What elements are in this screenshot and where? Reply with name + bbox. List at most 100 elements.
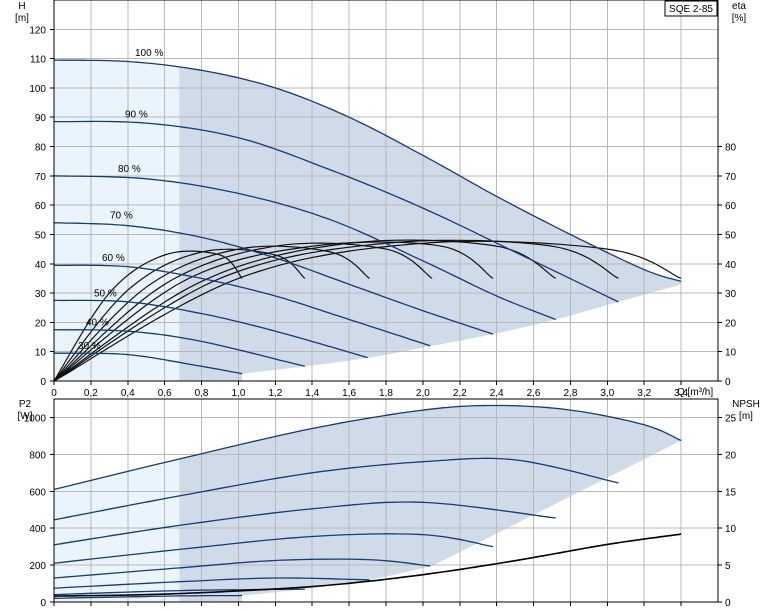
x-tick-label: 0,6 <box>158 388 172 399</box>
eta-tick-label: 70 <box>725 172 737 183</box>
bottom-right-axis-unit: [m] <box>739 411 753 422</box>
model-label-box <box>664 0 718 17</box>
eta-tick-label: 50 <box>725 230 737 241</box>
npsh-tick-label: 0 <box>725 598 731 609</box>
x-tick-label: 0,2 <box>84 388 98 399</box>
y-tick-label: 100 <box>29 84 46 95</box>
speed-curve-label: 80 % <box>118 164 141 175</box>
efficiency-curve <box>53 241 494 382</box>
speed-curve-50-percent <box>53 577 370 589</box>
y-tick-label: 10 <box>35 348 47 359</box>
efficiency-curve <box>53 240 682 382</box>
speed-curve-70-percent <box>53 533 494 564</box>
x-tick-label: 0,4 <box>121 388 135 399</box>
y-tick-label: 50 <box>35 230 47 241</box>
head-efficiency-panel: 100 % 90 % 80 % 70 % 60 % 50 % 40 % 30 % 0 0,2 0,… <box>15 0 746 399</box>
eta-tick-label: 80 <box>725 143 737 154</box>
operating-range-band <box>179 66 682 382</box>
efficiency-curve <box>53 245 370 382</box>
x-tick-label: 3,2 <box>637 388 651 399</box>
speed-curve-label: 40 % <box>86 318 109 329</box>
p2-tick-label: 600 <box>29 487 46 498</box>
x-tick-label: 1,2 <box>268 388 282 399</box>
p2-tick-label: 200 <box>29 561 46 572</box>
eta-tick-label: 10 <box>725 348 737 359</box>
y-tick-label: 40 <box>35 260 47 271</box>
speed-curve-label: 50 % <box>94 288 117 299</box>
speed-curve-label: 30 % <box>78 341 101 352</box>
y-tick-label: 90 <box>35 113 47 124</box>
x-tick-label: 3,4 <box>674 388 688 399</box>
eta-tick-label: 0 <box>725 377 731 388</box>
speed-curve-50-percent <box>54 299 368 359</box>
speed-curve-label: 100 % <box>135 48 163 59</box>
top-right-axis-unit: [%] <box>732 13 747 24</box>
model-label: SQE 2-85 <box>669 4 713 15</box>
eta-tick-label: 60 <box>725 201 737 212</box>
speed-curve-label: 70 % <box>110 211 133 222</box>
npsh-tick-label: 5 <box>725 561 731 572</box>
x-tick-label: 3,0 <box>600 388 614 399</box>
bottom-plot-frame <box>53 398 719 603</box>
x-tick-label: 2,6 <box>527 388 541 399</box>
npsh-tick-label: 20 <box>725 450 737 461</box>
speed-curve-30-percent <box>53 352 243 375</box>
speed-curve-60-percent <box>53 264 431 347</box>
x-axis-label: Q [m³/h] <box>677 387 713 398</box>
y-tick-label: 30 <box>35 289 47 300</box>
speed-curve-30-percent <box>53 594 243 599</box>
npsh-tick-label: 10 <box>725 524 737 535</box>
y-tick-label: 0 <box>40 377 46 388</box>
eta-tick-label: 30 <box>725 289 737 300</box>
top-left-axis-title: H <box>18 1 25 12</box>
y-tick-label: 80 <box>35 143 47 154</box>
operating-range-band <box>179 405 682 602</box>
speed-curve-70-percent <box>53 222 494 335</box>
speed-curve-80-percent <box>53 175 556 321</box>
x-tick-label: 0,8 <box>195 388 209 399</box>
y-tick-label: 70 <box>35 172 47 183</box>
x-tick-label: 1,8 <box>379 388 393 399</box>
low-flow-region <box>54 459 180 602</box>
y-tick-label: 110 <box>30 55 46 66</box>
x-tick-label: 1,6 <box>342 388 356 399</box>
speed-curve-100-percent <box>54 59 682 282</box>
bottom-left-axis-unit: [W] <box>18 411 33 422</box>
x-tick-label: 1,4 <box>305 388 319 399</box>
speed-curve-label: 60 % <box>102 253 125 264</box>
x-tick-label: 2,4 <box>490 388 504 399</box>
bottom-left-axis-title: P2 <box>19 399 32 410</box>
p2-tick-label: 400 <box>29 524 46 535</box>
npsh-tick-label: 15 <box>725 487 737 498</box>
speed-curve-label: 90 % <box>125 110 148 121</box>
x-tick-label: 2,0 <box>416 388 430 399</box>
efficiency-curve <box>53 239 557 382</box>
speed-curve-100-percent <box>53 404 682 491</box>
eta-tick-label: 40 <box>725 260 737 271</box>
speed-curve-60-percent <box>53 558 431 579</box>
bottom-right-axis-title: NPSH <box>732 399 760 410</box>
npsh-tick-label: 25 <box>725 413 737 424</box>
y-tick-label: 20 <box>35 318 47 329</box>
x-tick-label: 1,0 <box>231 388 245 399</box>
x-tick-label: 2,2 <box>453 388 467 399</box>
eta-tick-label: 20 <box>725 318 737 329</box>
speed-curve-40-percent <box>53 329 305 367</box>
y-tick-label: 60 <box>35 201 47 212</box>
speed-curve-80-percent <box>53 501 556 546</box>
p2-tick-label: 800 <box>29 450 46 461</box>
p2-tick-label: 1000 <box>24 413 47 424</box>
efficiency-curve <box>53 242 433 382</box>
p2-tick-label: 0 <box>40 598 46 609</box>
x-tick-label: 0 <box>51 388 57 399</box>
npsh-curve <box>53 533 682 597</box>
speed-curve-90-percent <box>53 457 619 521</box>
y-tick-label: 120 <box>29 25 46 36</box>
speed-curve-90-percent <box>53 120 619 303</box>
top-right-axis-title: eta <box>732 1 746 12</box>
top-left-axis-unit: [m] <box>15 13 29 24</box>
x-tick-label: 2,8 <box>563 388 577 399</box>
top-plot-frame <box>53 0 719 382</box>
